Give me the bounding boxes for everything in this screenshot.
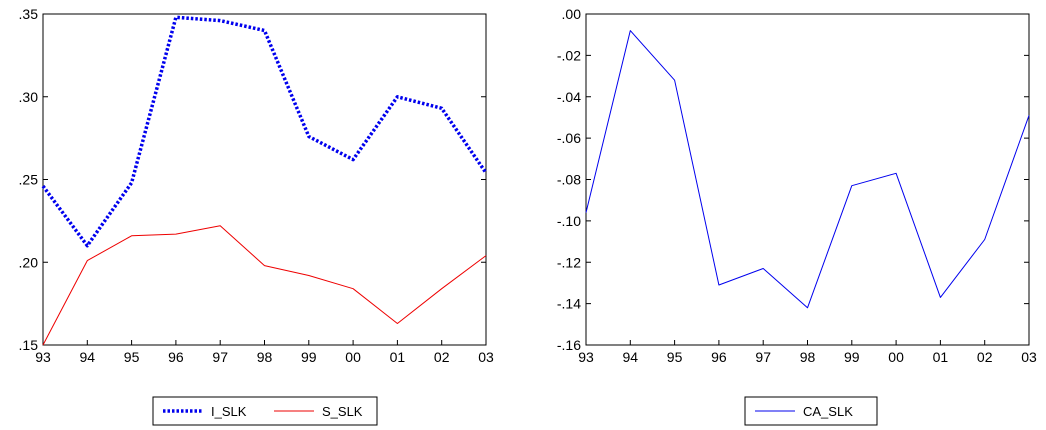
x-tick-label: 94 (623, 349, 639, 365)
x-tick-label: 00 (345, 349, 361, 365)
y-tick-label: -.02 (557, 47, 581, 63)
series-line-ca-slk (585, 30, 1030, 309)
y-tick-label: -.10 (557, 213, 581, 229)
legend-label: CA_SLK (803, 404, 853, 419)
x-tick-label: 03 (478, 349, 494, 365)
x-tick-label: 02 (434, 349, 450, 365)
x-tick-label: 98 (800, 349, 816, 365)
x-tick-label: 95 (667, 349, 683, 365)
y-tick-label: .25 (19, 172, 39, 188)
legend-label: S_SLK (322, 404, 363, 419)
y-tick-label: .20 (19, 254, 39, 270)
series-line-s-slk (42, 225, 487, 346)
y-tick-label: -.12 (557, 254, 581, 270)
x-tick-label: 02 (977, 349, 993, 365)
series-line-i-slk (41, 15, 488, 248)
y-tick-label: -.04 (557, 89, 581, 105)
legend-label: I_SLK (211, 404, 247, 419)
x-tick-label: 93 (35, 349, 51, 365)
x-tick-label: 93 (578, 349, 594, 365)
x-tick-label: 01 (933, 349, 949, 365)
x-tick-label: 97 (212, 349, 228, 365)
x-tick-label: 94 (80, 349, 96, 365)
y-tick-label: .15 (19, 337, 39, 353)
x-tick-label: 99 (844, 349, 860, 365)
plot-frame (42, 13, 487, 346)
y-tick-label: -.14 (557, 296, 581, 312)
x-tick-label: 99 (301, 349, 317, 365)
x-tick-label: 03 (1021, 349, 1037, 365)
y-tick-label: -.16 (557, 337, 581, 353)
y-tick-label: .00 (562, 6, 582, 22)
x-tick-label: 01 (390, 349, 406, 365)
y-tick-label: .35 (19, 6, 39, 22)
y-tick-label: -.08 (557, 172, 581, 188)
x-tick-label: 96 (168, 349, 184, 365)
y-tick-label: -.06 (557, 130, 581, 146)
x-tick-label: 97 (755, 349, 771, 365)
x-tick-label: 96 (711, 349, 727, 365)
y-tick-label: .30 (19, 89, 39, 105)
x-tick-label: 95 (124, 349, 140, 365)
plot-frame (585, 13, 1030, 346)
x-tick-label: 00 (888, 349, 904, 365)
x-tick-label: 98 (257, 349, 273, 365)
